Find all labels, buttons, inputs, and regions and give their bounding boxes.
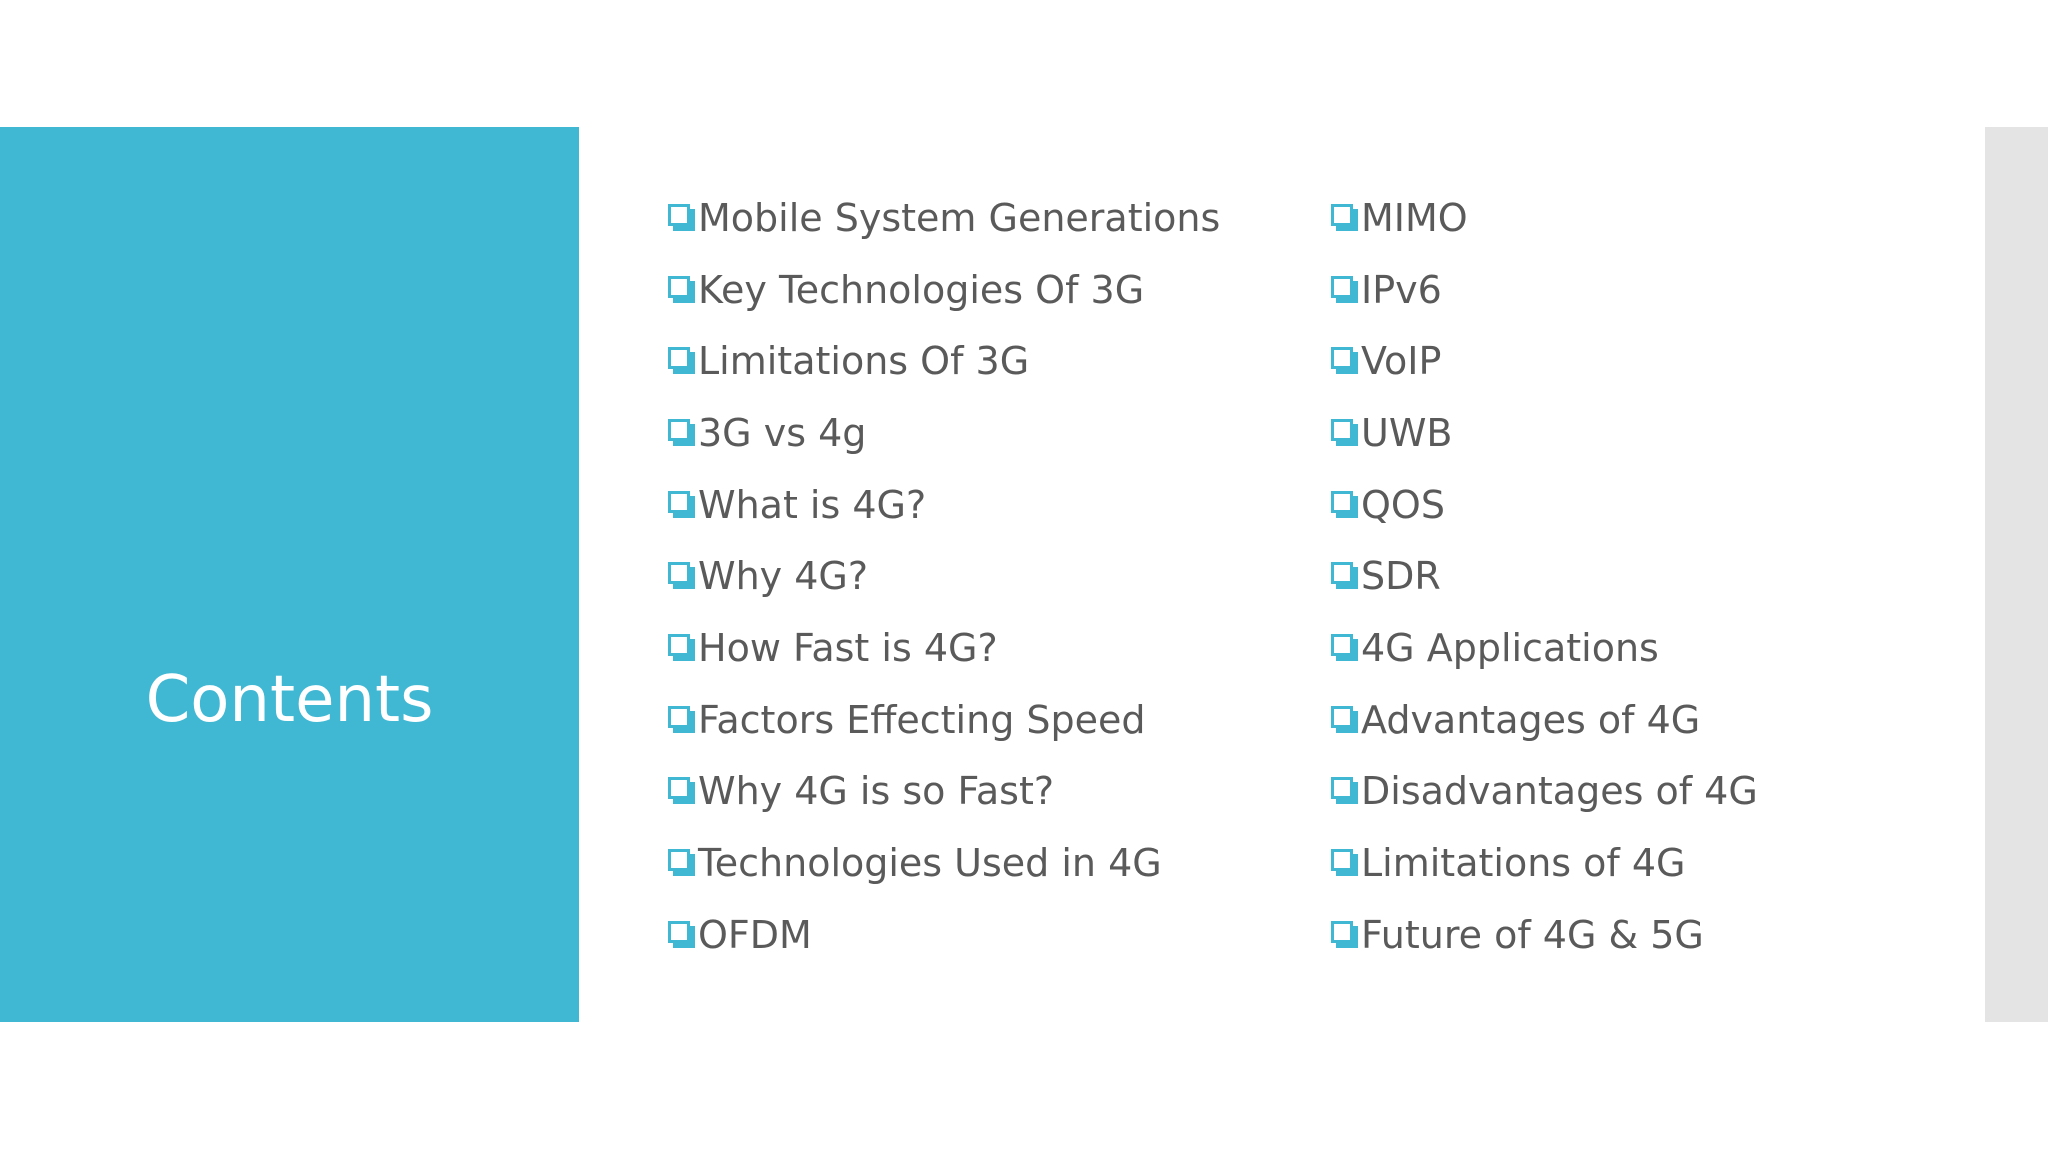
checkbox-bullet-icon — [668, 347, 695, 375]
list-item: How Fast is 4G? — [668, 610, 1308, 682]
list-item: OFDM — [668, 897, 1308, 969]
list-item: MIMO — [1331, 180, 1971, 252]
contents-list-right: MIMO IPv6 VoIP UWB QOS SDR 4G Applicatio… — [1331, 180, 1971, 969]
title-panel: Contents — [0, 127, 579, 1022]
checkbox-bullet-icon — [668, 490, 695, 518]
contents-list-left: Mobile System Generations Key Technologi… — [668, 180, 1308, 969]
checkbox-bullet-icon — [1331, 275, 1358, 303]
list-item: QOS — [1331, 467, 1971, 539]
list-item: Factors Effecting Speed — [668, 682, 1308, 754]
checkbox-bullet-icon — [1331, 347, 1358, 375]
list-item: Why 4G is so Fast? — [668, 754, 1308, 826]
checkbox-bullet-icon — [668, 705, 695, 733]
checkbox-bullet-icon — [668, 920, 695, 948]
list-item: Limitations of 4G — [1331, 825, 1971, 897]
checkbox-bullet-icon — [1331, 490, 1358, 518]
list-item: Technologies Used in 4G — [668, 825, 1308, 897]
checkbox-bullet-icon — [668, 418, 695, 446]
list-item: SDR — [1331, 538, 1971, 610]
checkbox-bullet-icon — [668, 849, 695, 877]
list-item: VoIP — [1331, 323, 1971, 395]
checkbox-bullet-icon — [668, 275, 695, 303]
checkbox-bullet-icon — [1331, 777, 1358, 805]
list-item: Future of 4G & 5G — [1331, 897, 1971, 969]
checkbox-bullet-icon — [668, 203, 695, 231]
checkbox-bullet-icon — [1331, 705, 1358, 733]
list-item: Why 4G? — [668, 538, 1308, 610]
checkbox-bullet-icon — [1331, 562, 1358, 590]
checkbox-bullet-icon — [1331, 849, 1358, 877]
list-item: Key Technologies Of 3G — [668, 252, 1308, 324]
list-item: 4G Applications — [1331, 610, 1971, 682]
checkbox-bullet-icon — [1331, 418, 1358, 446]
checkbox-bullet-icon — [1331, 633, 1358, 661]
slide-title: Contents — [145, 663, 434, 737]
list-item: 3G vs 4g — [668, 395, 1308, 467]
list-item: Advantages of 4G — [1331, 682, 1971, 754]
list-item: Mobile System Generations — [668, 180, 1308, 252]
checkbox-bullet-icon — [668, 777, 695, 805]
list-item: What is 4G? — [668, 467, 1308, 539]
list-item: Disadvantages of 4G — [1331, 754, 1971, 826]
right-decorative-strip — [1985, 127, 2048, 1022]
list-item: IPv6 — [1331, 252, 1971, 324]
checkbox-bullet-icon — [1331, 203, 1358, 231]
checkbox-bullet-icon — [668, 562, 695, 590]
list-item: UWB — [1331, 395, 1971, 467]
checkbox-bullet-icon — [1331, 920, 1358, 948]
checkbox-bullet-icon — [668, 633, 695, 661]
list-item: Limitations Of 3G — [668, 323, 1308, 395]
